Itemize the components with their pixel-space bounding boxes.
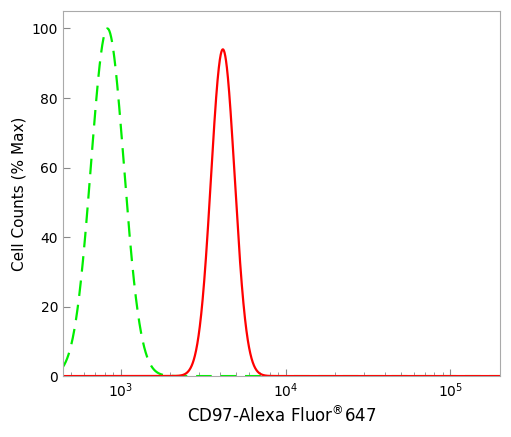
Y-axis label: Cell Counts (% Max): Cell Counts (% Max) [11, 116, 26, 271]
X-axis label: CD97-Alexa Fluor$^{\mathregular{\circledR}}$647: CD97-Alexa Fluor$^{\mathregular{\circled… [187, 405, 376, 426]
